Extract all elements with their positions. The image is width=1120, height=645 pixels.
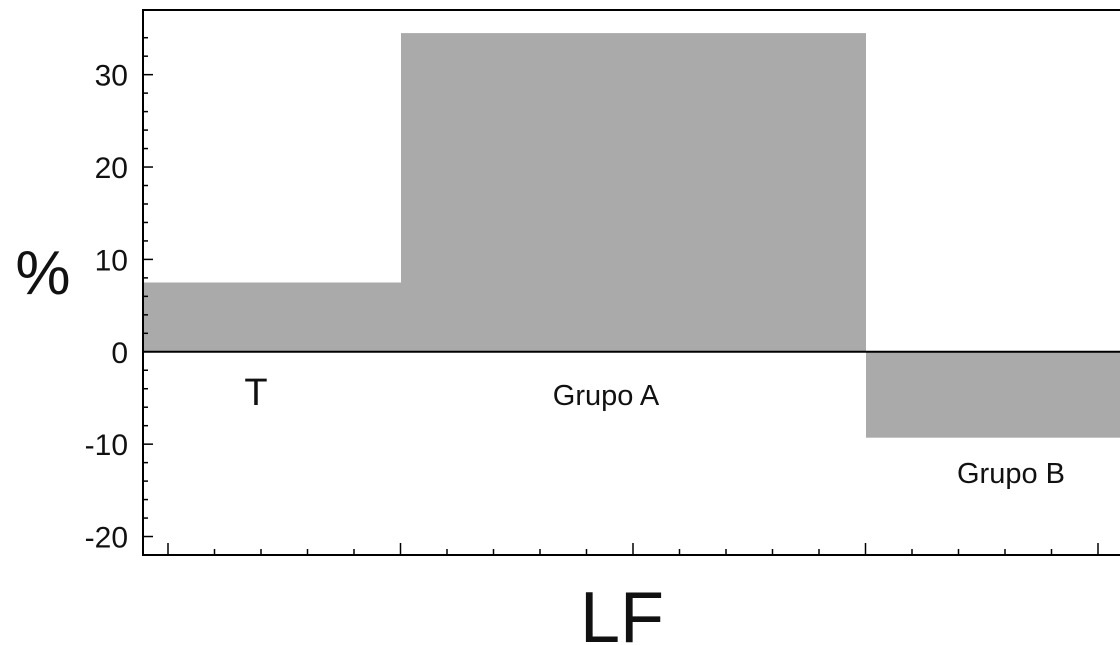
bar-labels-layer: T Grupo A Grupo B: [244, 372, 1065, 490]
y-tick-label: 10: [95, 244, 128, 277]
ytick-labels-layer: -20 -10 0 10 20 30: [85, 60, 128, 555]
bar-label-grupo-b: Grupo B: [957, 458, 1065, 490]
y-tick-label: 0: [111, 337, 128, 370]
bar-t: [143, 282, 401, 352]
bar-label-grupo-a: Grupo A: [553, 380, 660, 412]
y-axis-title: %: [15, 239, 70, 308]
plot-frame: [142, 9, 1120, 556]
bar-grupo-a: [401, 33, 866, 352]
y-tick-label: -10: [85, 429, 128, 462]
y-tick-label: -20: [85, 522, 128, 555]
bars-layer: [143, 33, 1120, 438]
bar-grupo-b: [866, 351, 1120, 438]
x-axis-title: LF: [580, 578, 664, 645]
bar-label-t: T: [244, 372, 267, 414]
y-tick-label: 20: [95, 152, 128, 185]
y-tick-label: 30: [95, 60, 128, 93]
